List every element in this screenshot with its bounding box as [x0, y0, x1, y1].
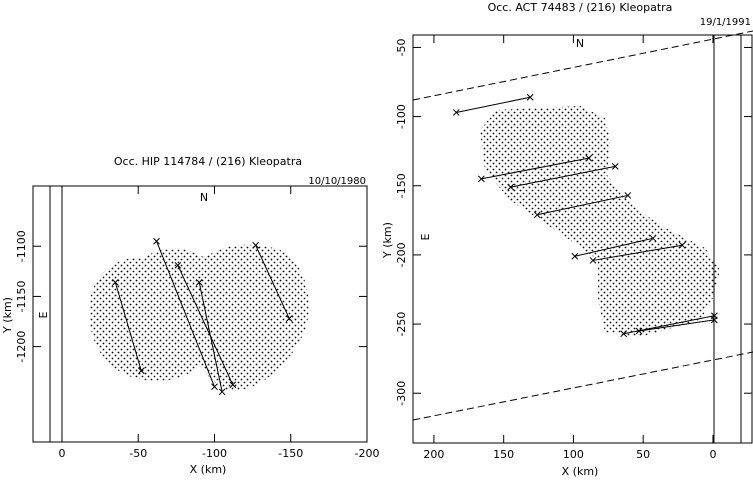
- chord-end: [174, 261, 182, 269]
- x-tick-label: 200: [423, 448, 444, 461]
- x-tick-label: 0: [709, 448, 716, 461]
- chord-end: [507, 183, 515, 191]
- y-tick-label: -200: [395, 242, 408, 267]
- plot-frame: [32, 185, 368, 443]
- y-axis-label: Y (km): [381, 222, 394, 259]
- x-tick-label: -100: [202, 447, 227, 460]
- chord-end: [678, 241, 686, 249]
- chord-end: [478, 175, 485, 183]
- y-tick-label: -250: [395, 312, 408, 337]
- x-tick-label: 100: [563, 448, 584, 461]
- shadow-limit: [412, 351, 753, 421]
- x-tick-label: 150: [493, 448, 514, 461]
- chord-end: [137, 367, 145, 375]
- plot-frame: [412, 34, 753, 444]
- x-tick-label: -50: [129, 447, 147, 460]
- chord-end: [624, 192, 632, 199]
- chord-end: [211, 383, 218, 391]
- chord-end: [252, 241, 260, 249]
- chord: [481, 157, 589, 180]
- x-axis-label: X (km): [190, 463, 227, 476]
- chord: [592, 244, 683, 261]
- date-label: 19/1/1991: [700, 17, 751, 28]
- chord: [574, 237, 654, 257]
- chord-end: [153, 237, 160, 245]
- north-label: N: [576, 37, 584, 50]
- x-tick-label: 0: [58, 447, 65, 460]
- chord-end: [229, 381, 237, 389]
- y-tick-label: -50: [395, 38, 408, 56]
- chart-title: Occ. ACT 74483 / (216) Kleopatra: [488, 1, 673, 14]
- chord-end: [285, 315, 293, 322]
- chord-end: [195, 279, 203, 286]
- chord-end: [585, 154, 593, 162]
- chord-end: [526, 93, 534, 101]
- y-tick-label: -1150: [15, 280, 28, 312]
- y-tick-label: -1100: [15, 230, 28, 262]
- chord-end: [218, 388, 226, 396]
- x-axis-label: X (km): [562, 465, 599, 478]
- y-tick-label: -100: [395, 104, 408, 129]
- y-tick-label: -1200: [15, 331, 28, 363]
- y-tick-label: -150: [395, 173, 408, 198]
- asteroid-shape: [480, 106, 720, 337]
- east-label: E: [419, 233, 432, 240]
- chord-end: [710, 316, 718, 324]
- x-tick-label: -200: [355, 447, 380, 460]
- chord: [114, 282, 142, 371]
- chord-end: [589, 257, 597, 264]
- x-tick-label: 50: [636, 448, 650, 461]
- y-tick-label: -300: [395, 381, 408, 406]
- chart-title: Occ. HIP 114784 / (216) Kleopatra: [114, 155, 302, 168]
- chord: [510, 165, 616, 188]
- north-label: N: [200, 191, 208, 204]
- chord-end: [571, 252, 579, 260]
- chord: [255, 245, 290, 319]
- chord: [177, 265, 234, 385]
- chord-end: [649, 234, 657, 242]
- shadow-limit: [412, 30, 753, 101]
- date-label: 10/10/1980: [308, 176, 366, 187]
- chord-end: [635, 327, 643, 335]
- chord: [198, 282, 223, 392]
- x-tick-label: -150: [278, 447, 303, 460]
- chord-end: [611, 163, 619, 170]
- asteroid-shape: [89, 244, 309, 391]
- east-label: E: [37, 311, 50, 318]
- y-axis-label: Y (km): [1, 297, 14, 334]
- chord: [537, 194, 628, 216]
- chord: [456, 96, 531, 113]
- chord-end: [452, 109, 460, 116]
- chord: [156, 241, 215, 387]
- chord-end: [620, 330, 628, 338]
- chord-end: [533, 211, 541, 219]
- chord-end: [112, 279, 119, 286]
- chord: [638, 319, 715, 332]
